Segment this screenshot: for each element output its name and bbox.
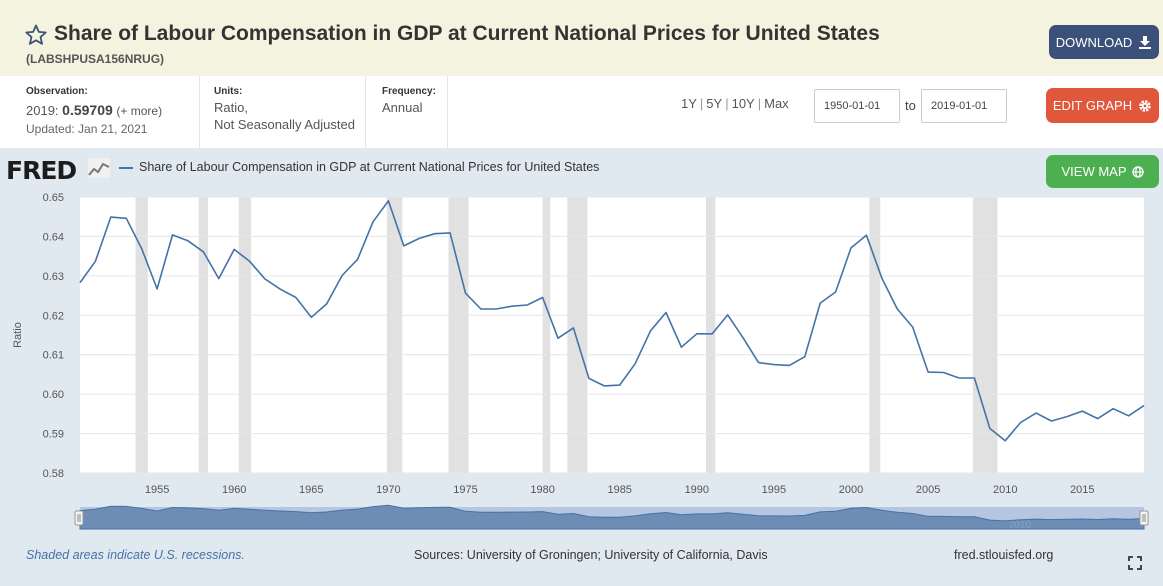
range-buttons: 1Y | 5Y | 10Y | Max [681,96,789,111]
navigator-left-handle[interactable] [74,510,84,526]
range-5y-button[interactable]: 5Y [706,96,723,111]
recession-note: Shaded areas indicate U.S. recessions. [26,548,245,562]
view-map-label: VIEW MAP [1061,164,1127,179]
series-id: (LABSHPUSA156NRUG) [26,52,165,66]
globe-icon [1131,165,1144,178]
fullscreen-icon[interactable] [1128,556,1142,570]
recession-band-7 [706,197,716,473]
units-label: Units: [214,86,243,97]
page-title: Share of Labour Compensation in GDP at C… [54,22,880,45]
y-tick-label: 0.64 [43,231,64,243]
recession-layer [135,197,998,473]
y-axis-title: Ratio [12,322,24,348]
observation-label: Observation: [26,86,88,97]
x-tick-label: 2005 [916,484,940,496]
series-layer [79,200,1145,442]
navigator-area [79,504,1145,530]
navigator[interactable]: 2010 [74,504,1149,531]
y-tick-label: 0.60 [43,389,64,401]
fred-logo[interactable]: FRED [6,156,77,185]
observation-panel: Observation: 2019: 0.59709 (+ more) Upda… [26,76,200,148]
x-tick-label: 2010 [993,484,1017,496]
y-tick-label: 0.59 [43,429,64,441]
units-panel: Units: Ratio, Not Seasonally Adjusted [214,76,366,148]
frequency-value: Annual [382,100,423,115]
chart-area: 0.58 0.59 0.60 0.61 0.62 0.63 0.64 0.65 1955 196… [0,148,1163,586]
series-line[interactable] [79,200,1145,442]
y-tick-label: 0.58 [43,468,64,480]
recession-band-9 [972,197,998,473]
download-icon [1139,36,1152,49]
y-tick-label: 0.62 [43,310,64,322]
legend-label: Share of Labour Compensation in GDP at C… [139,160,600,174]
range-max-button[interactable]: Max [764,96,789,111]
end-date-input[interactable] [921,89,1007,123]
sources-text: Sources: University of Groningen; Univer… [414,548,768,562]
x-tick-labels: 1955 1960 1965 1970 1975 1980 1985 1990 1995 2000… [145,484,1095,496]
y-tick-label: 0.63 [43,271,64,283]
plot-background [80,197,1144,473]
grid-layer [80,196,1144,474]
observation-value-line: 2019: 0.59709 (+ more) [26,102,199,118]
recession-band-5 [542,197,551,473]
observation-value: 0.59709 [62,102,113,118]
start-date-input[interactable] [814,89,900,123]
y-tick-label: 0.61 [43,350,64,362]
x-tick-label: 1990 [685,484,709,496]
x-tick-label: 1995 [762,484,786,496]
range-1y-button[interactable]: 1Y [681,96,697,111]
y-tick-labels: 0.58 0.59 0.60 0.61 0.62 0.63 0.64 0.65 [43,192,64,480]
recession-band-0 [135,197,148,473]
recession-band-8 [869,197,881,473]
to-label: to [905,98,916,113]
header: Share of Labour Compensation in GDP at C… [0,0,1163,76]
chart-svg: 0.58 0.59 0.60 0.61 0.62 0.63 0.64 0.65 1955 196… [12,192,1149,531]
site-link[interactable]: fred.stlouisfed.org [954,548,1054,562]
recession-band-2 [238,197,252,473]
edit-graph-button[interactable]: EDIT GRAPH [1046,88,1159,123]
x-tick-label: 1980 [530,484,554,496]
x-tick-label: 2000 [839,484,863,496]
x-tick-label: 1975 [453,484,477,496]
download-label: DOWNLOAD [1055,34,1133,50]
x-tick-label: 1955 [145,484,169,496]
meta-row: Observation: 2019: 0.59709 (+ more) Upda… [0,76,1163,148]
edit-graph-label: EDIT GRAPH [1052,98,1133,113]
legend-line [119,167,133,169]
navigator-right-handle[interactable] [1139,510,1149,526]
observation-date: 2019: [26,103,59,118]
fred-logo-chart-icon [88,158,110,178]
recession-band-3 [386,197,403,473]
x-tick-label: 2015 [1070,484,1094,496]
x-tick-label: 1970 [376,484,400,496]
observation-more-link[interactable]: (+ more) [116,104,163,118]
frequency-panel: Frequency: Annual [382,76,448,148]
download-button[interactable]: DOWNLOAD [1049,25,1159,59]
view-map-button[interactable]: VIEW MAP [1046,155,1159,188]
frequency-label: Frequency: [382,86,436,97]
star-icon[interactable] [24,23,48,47]
x-tick-label: 1985 [607,484,631,496]
recession-band-6 [567,197,588,473]
x-tick-label: 1960 [222,484,246,496]
recession-band-4 [448,197,469,473]
x-tick-label: 1965 [299,484,323,496]
gear-icon [1139,99,1151,112]
recession-band-1 [198,197,208,473]
y-tick-label: 0.65 [43,192,64,204]
units-value-1: Ratio, [214,100,248,115]
units-value-2: Not Seasonally Adjusted [214,117,355,132]
navigator-label: 2010 [1009,520,1032,531]
updated-date: Updated: Jan 21, 2021 [26,122,148,136]
range-10y-button[interactable]: 10Y [731,96,755,111]
